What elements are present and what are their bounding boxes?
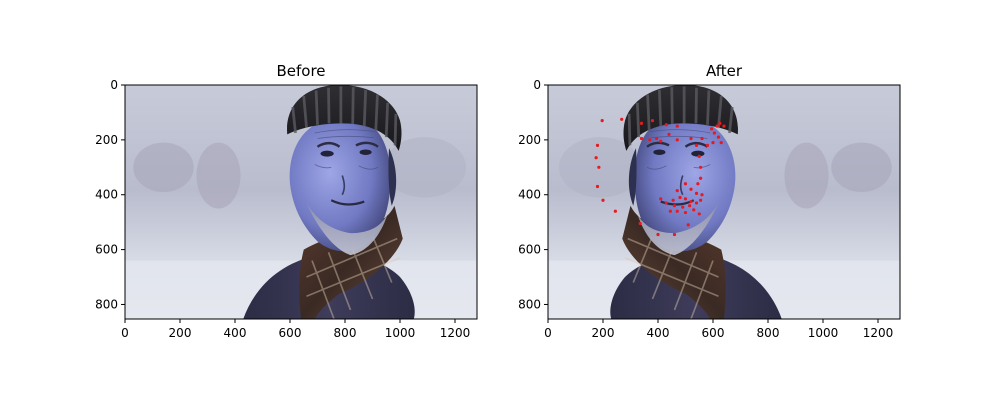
landmark-point (675, 209, 679, 213)
landmark-point (719, 141, 723, 145)
landmark-point (667, 132, 671, 136)
x-tick-label: 800 (334, 326, 357, 340)
y-axis-ticks-after: 0 200 400 600 800 (518, 78, 548, 311)
landmark-points (594, 117, 726, 237)
x-axis-ticks-after: 0 200 400 600 800 1000 1200 (544, 319, 893, 340)
landmark-point (696, 182, 700, 186)
landmark-point (656, 232, 660, 237)
portrait-image-before (125, 85, 478, 319)
x-tick-label: 1000 (808, 326, 839, 340)
landmark-point (638, 221, 642, 226)
axes-after: After 0 200 400 600 800 1000 1200 0 200 400 600 80… (518, 62, 901, 340)
landmark-point (655, 136, 659, 141)
landmark-point (718, 121, 722, 126)
landmark-point (683, 210, 688, 215)
landmark-point (671, 198, 675, 202)
landmark-point (699, 165, 703, 169)
landmark-point (648, 138, 652, 142)
landmark-point (694, 201, 699, 205)
landmark-point (692, 208, 696, 212)
landmark-point (678, 195, 682, 200)
landmark-point (716, 135, 721, 139)
y-tick-label: 800 (518, 297, 541, 311)
x-axis-ticks-before: 0 200 400 600 800 1000 1200 (121, 319, 470, 340)
landmark-point (672, 204, 677, 208)
landmark-point (699, 198, 703, 202)
landmark-point (664, 123, 668, 127)
landmark-point (620, 117, 624, 121)
landmark-point (699, 176, 703, 180)
landmark-point (595, 184, 600, 189)
landmark-point (601, 198, 605, 202)
y-tick-label: 600 (95, 243, 118, 257)
landmark-point (664, 201, 668, 205)
landmark-point (639, 121, 644, 126)
chart-title-after: After (706, 62, 743, 80)
y-tick-label: 600 (518, 243, 541, 257)
x-tick-label: 1200 (440, 326, 471, 340)
landmark-point (689, 136, 693, 141)
axes-frame-after (547, 84, 901, 320)
landmark-point (697, 154, 701, 158)
landmark-point (683, 197, 688, 201)
chart-title-before: Before (276, 62, 325, 80)
landmark-point (694, 191, 699, 195)
x-tick-label: 0 (121, 326, 129, 340)
landmark-point (686, 223, 690, 227)
y-tick-label: 0 (533, 78, 541, 92)
landmark-point (597, 165, 601, 169)
landmark-point (668, 209, 672, 213)
landmark-point (650, 119, 655, 123)
x-tick-label: 600 (279, 326, 302, 340)
landmark-point (681, 205, 685, 209)
landmark-point (689, 187, 693, 191)
landmark-point (639, 136, 644, 141)
x-tick-label: 200 (169, 326, 192, 340)
x-tick-label: 400 (224, 326, 247, 340)
x-tick-label: 400 (647, 326, 670, 340)
y-tick-label: 800 (95, 297, 118, 311)
x-tick-label: 1200 (863, 326, 894, 340)
y-tick-label: 200 (518, 133, 541, 147)
landmark-point (694, 143, 699, 147)
x-tick-label: 200 (592, 326, 615, 340)
landmark-point (712, 131, 716, 135)
landmark-point (659, 139, 663, 143)
axes-frame-before (124, 84, 478, 320)
y-tick-label: 0 (110, 78, 118, 92)
x-tick-label: 600 (702, 326, 725, 340)
landmark-point (711, 141, 715, 145)
landmark-point (715, 124, 719, 128)
landmark-point (700, 136, 704, 141)
landmark-point (595, 143, 600, 147)
y-axis-ticks-before: 0 200 400 600 800 (95, 78, 125, 311)
landmark-point (683, 182, 688, 186)
y-tick-label: 400 (95, 188, 118, 202)
landmark-point (600, 119, 604, 123)
landmark-point (722, 124, 726, 128)
landmark-point (675, 138, 679, 142)
landmark-point (659, 197, 663, 201)
landmark-point (697, 212, 701, 216)
x-tick-label: 0 (544, 326, 552, 340)
landmark-point (672, 232, 677, 237)
landmark-point (689, 199, 693, 204)
x-tick-label: 1000 (385, 326, 416, 340)
landmark-point (705, 143, 710, 147)
y-tick-label: 400 (518, 188, 541, 202)
landmark-point (613, 209, 617, 213)
landmark-point (594, 156, 598, 160)
landmark-point (688, 204, 692, 208)
landmark-point (710, 127, 714, 131)
axes-before: Before 0 200 400 600 800 1000 1200 0 200 400 600 8… (95, 62, 478, 340)
landmark-point (675, 189, 679, 193)
landmark-point (675, 124, 679, 128)
x-tick-label: 800 (757, 326, 780, 340)
landmark-point (700, 193, 704, 197)
y-tick-label: 200 (95, 133, 118, 147)
